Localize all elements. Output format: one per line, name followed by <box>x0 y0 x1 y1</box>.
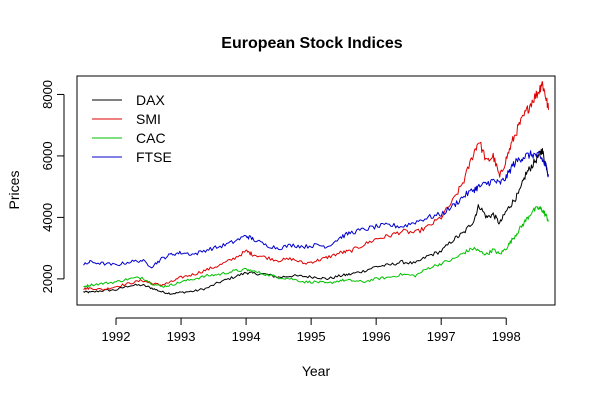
chart-title: European Stock Indices <box>221 35 402 52</box>
y-tick-label: 2000 <box>40 264 55 293</box>
x-axis-label: Year <box>302 363 331 379</box>
y-tick-label: 6000 <box>40 141 55 170</box>
series-layer <box>83 81 549 295</box>
x-axis-ticks: 1992 1993 1994 1995 1996 1997 1998 <box>102 318 521 344</box>
series-line-ftse <box>83 150 549 269</box>
legend-label-smi: SMI <box>136 111 161 127</box>
x-tick-label: 1998 <box>492 329 521 344</box>
x-tick-label: 1997 <box>427 329 456 344</box>
legend-label-dax: DAX <box>136 92 165 108</box>
series-line-dax <box>83 148 549 295</box>
x-tick-label: 1995 <box>297 329 326 344</box>
y-tick-label: 4000 <box>40 203 55 232</box>
y-axis-ticks: 2000 4000 6000 8000 <box>40 80 64 293</box>
legend: DAX SMI CAC FTSE <box>92 92 172 165</box>
legend-label-cac: CAC <box>136 130 166 146</box>
x-tick-label: 1993 <box>167 329 196 344</box>
y-axis: 2000 4000 6000 8000 <box>40 80 65 293</box>
x-tick-label: 1996 <box>362 329 391 344</box>
y-axis-label: Prices <box>6 171 22 210</box>
x-axis: 1992 1993 1994 1995 1996 1997 1998 <box>102 317 521 344</box>
plot-area-frame <box>76 75 556 306</box>
x-tick-label: 1992 <box>102 329 131 344</box>
series-line-cac <box>83 206 549 288</box>
series-line-smi <box>83 81 549 291</box>
legend-label-ftse: FTSE <box>136 149 172 165</box>
y-tick-label: 8000 <box>40 80 55 109</box>
x-tick-label: 1994 <box>232 329 261 344</box>
